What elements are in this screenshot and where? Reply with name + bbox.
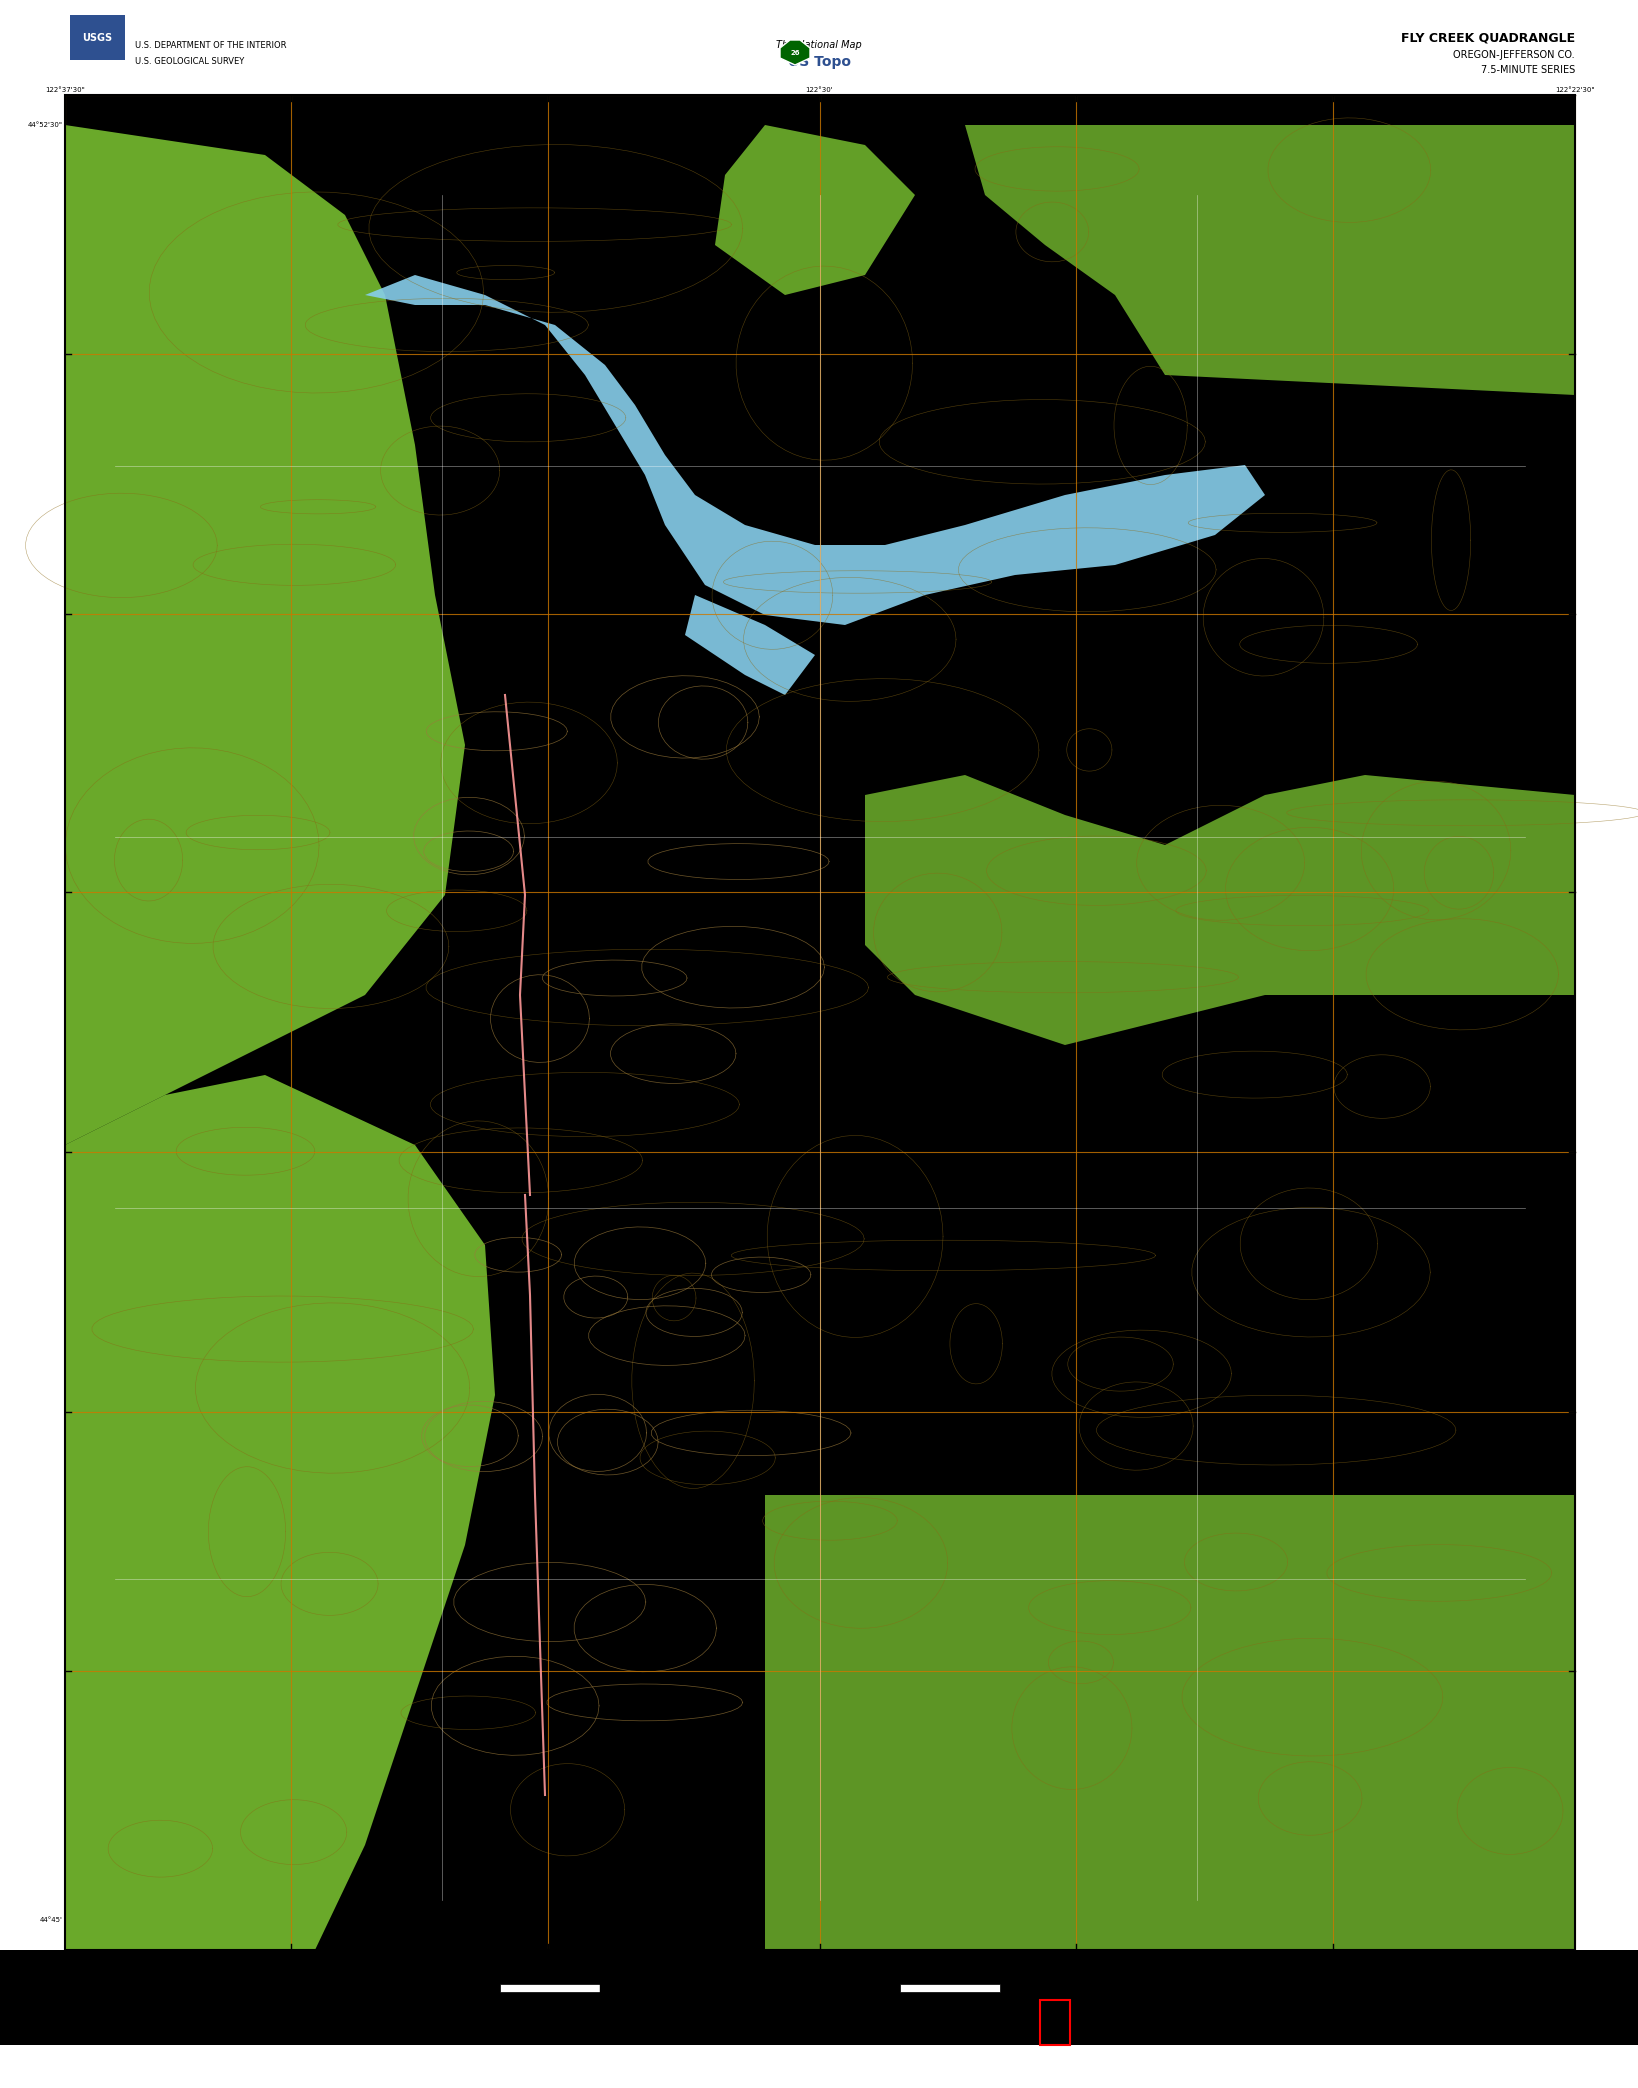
Bar [66, 94, 1576, 1950]
Text: 7.5-MINUTE SERIES: 7.5-MINUTE SERIES [1481, 65, 1576, 75]
Bar [500, 1984, 600, 1992]
Polygon shape [780, 40, 811, 65]
Bar [66, 94, 1576, 1950]
Text: FLY CREEK QUADRANGLE: FLY CREEK QUADRANGLE [1400, 31, 1576, 44]
Bar [1040, 2000, 1070, 2044]
Text: 122°37'30": 122°37'30" [46, 88, 85, 94]
Text: ROAD CLASSIFICATION: ROAD CLASSIFICATION [1101, 1975, 1197, 1984]
Bar [899, 1984, 1001, 1992]
Text: 44°52'30": 44°52'30" [28, 121, 62, 127]
Polygon shape [365, 276, 1265, 624]
Text: 122°30': 122°30' [806, 88, 832, 94]
Text: 44°45': 44°45' [1564, 1952, 1587, 1959]
Bar [70, 15, 124, 61]
Bar [300, 1984, 400, 1992]
Polygon shape [685, 595, 816, 695]
Text: The National Map: The National Map [776, 40, 862, 50]
Text: 122°22'30": 122°22'30" [1554, 88, 1595, 94]
Bar [699, 1984, 799, 1992]
Text: 44°45': 44°45' [54, 1952, 77, 1959]
Text: U.S. DEPARTMENT OF THE INTERIOR: U.S. DEPARTMENT OF THE INTERIOR [134, 40, 287, 50]
Polygon shape [865, 775, 1576, 1044]
Polygon shape [66, 1075, 495, 1950]
Text: OREGON-JEFFERSON CO.: OREGON-JEFFERSON CO. [1453, 50, 1576, 61]
Polygon shape [965, 125, 1576, 395]
Text: USGS: USGS [82, 33, 111, 44]
Text: 44°45': 44°45' [39, 1917, 62, 1923]
Polygon shape [716, 125, 916, 294]
Text: SCALE 1:24 000: SCALE 1:24 000 [776, 1967, 862, 1977]
Text: Produced by the United States Geological Survey: Produced by the United States Geological… [180, 1971, 352, 1977]
Text: U.S. GEOLOGICAL SURVEY: U.S. GEOLOGICAL SURVEY [134, 58, 244, 67]
Bar [0, 1950, 1638, 2044]
Polygon shape [765, 1495, 1576, 1950]
Polygon shape [66, 125, 465, 1144]
Text: US Topo: US Topo [788, 54, 850, 69]
Bar [66, 4, 224, 90]
Text: 26: 26 [790, 50, 799, 56]
